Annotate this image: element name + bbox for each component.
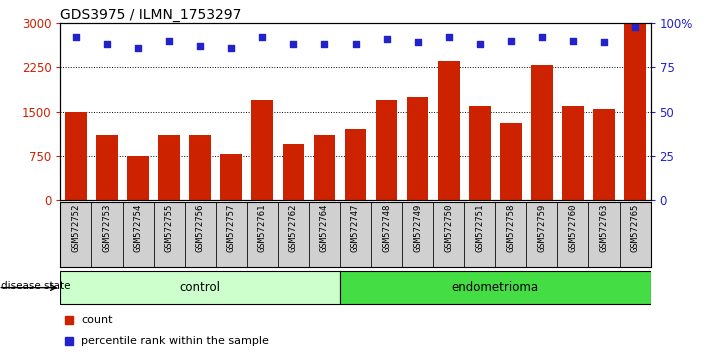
Point bbox=[257, 34, 268, 40]
Bar bbox=[619, 202, 651, 267]
Text: GSM572757: GSM572757 bbox=[227, 204, 236, 252]
Text: GSM572764: GSM572764 bbox=[320, 204, 329, 252]
Bar bbox=[314, 135, 336, 200]
Point bbox=[350, 41, 361, 47]
Point bbox=[225, 45, 237, 51]
Text: GSM572756: GSM572756 bbox=[196, 204, 205, 252]
Bar bbox=[154, 202, 185, 267]
Point bbox=[474, 41, 486, 47]
Point bbox=[132, 45, 144, 51]
Bar bbox=[127, 156, 149, 200]
Bar bbox=[96, 135, 118, 200]
Bar bbox=[60, 271, 340, 304]
Bar bbox=[433, 202, 464, 267]
Point bbox=[443, 34, 454, 40]
Point bbox=[195, 43, 206, 49]
Bar bbox=[589, 202, 619, 267]
Text: GSM572759: GSM572759 bbox=[538, 204, 546, 252]
Bar bbox=[500, 123, 522, 200]
Bar bbox=[345, 129, 366, 200]
Text: GSM572751: GSM572751 bbox=[475, 204, 484, 252]
Bar bbox=[402, 202, 433, 267]
Text: GSM572763: GSM572763 bbox=[599, 204, 609, 252]
Point bbox=[505, 38, 516, 44]
Point bbox=[288, 41, 299, 47]
Bar bbox=[252, 100, 273, 200]
Text: GSM572749: GSM572749 bbox=[413, 204, 422, 252]
Point bbox=[102, 41, 113, 47]
Text: GSM572750: GSM572750 bbox=[444, 204, 453, 252]
Bar bbox=[624, 23, 646, 200]
Bar bbox=[220, 154, 242, 200]
Point bbox=[598, 40, 609, 45]
Text: percentile rank within the sample: percentile rank within the sample bbox=[81, 336, 269, 346]
Point bbox=[567, 38, 579, 44]
Bar bbox=[375, 100, 397, 200]
Bar bbox=[247, 202, 278, 267]
Point bbox=[412, 40, 423, 45]
Bar bbox=[185, 202, 215, 267]
Text: GSM572753: GSM572753 bbox=[102, 204, 112, 252]
Text: GSM572761: GSM572761 bbox=[258, 204, 267, 252]
Point bbox=[536, 34, 547, 40]
Bar bbox=[309, 202, 340, 267]
Bar bbox=[531, 65, 552, 200]
Bar bbox=[340, 271, 651, 304]
Bar bbox=[371, 202, 402, 267]
Text: GDS3975 / ILMN_1753297: GDS3975 / ILMN_1753297 bbox=[60, 8, 242, 22]
Text: GSM572760: GSM572760 bbox=[568, 204, 577, 252]
Text: GSM572752: GSM572752 bbox=[72, 204, 80, 252]
Text: GSM572758: GSM572758 bbox=[506, 204, 515, 252]
Bar bbox=[438, 61, 459, 200]
Text: disease state: disease state bbox=[1, 281, 70, 291]
Text: count: count bbox=[81, 315, 112, 325]
Bar bbox=[407, 97, 429, 200]
Point bbox=[164, 38, 175, 44]
Bar bbox=[159, 135, 180, 200]
Point bbox=[319, 41, 330, 47]
Bar bbox=[557, 202, 589, 267]
Bar bbox=[189, 135, 211, 200]
Text: GSM572754: GSM572754 bbox=[134, 204, 143, 252]
Bar bbox=[65, 112, 87, 200]
Text: GSM572747: GSM572747 bbox=[351, 204, 360, 252]
Text: GSM572765: GSM572765 bbox=[631, 204, 639, 252]
Point bbox=[381, 36, 392, 42]
Bar bbox=[593, 109, 615, 200]
Bar bbox=[282, 144, 304, 200]
Bar bbox=[526, 202, 557, 267]
Bar bbox=[464, 202, 496, 267]
Bar bbox=[469, 105, 491, 200]
Bar bbox=[562, 105, 584, 200]
Text: endometrioma: endometrioma bbox=[451, 281, 539, 294]
Bar bbox=[60, 202, 92, 267]
Text: GSM572748: GSM572748 bbox=[382, 204, 391, 252]
Point bbox=[629, 24, 641, 29]
Bar bbox=[496, 202, 526, 267]
Bar bbox=[122, 202, 154, 267]
Text: GSM572755: GSM572755 bbox=[165, 204, 173, 252]
Point bbox=[70, 34, 82, 40]
Bar bbox=[215, 202, 247, 267]
Bar bbox=[278, 202, 309, 267]
Bar bbox=[92, 202, 122, 267]
Text: GSM572762: GSM572762 bbox=[289, 204, 298, 252]
Bar bbox=[340, 202, 371, 267]
Text: control: control bbox=[180, 281, 220, 294]
